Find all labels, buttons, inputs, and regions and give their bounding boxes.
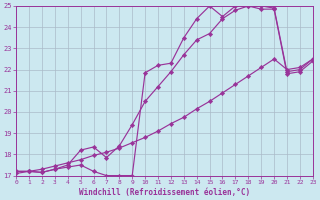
- X-axis label: Windchill (Refroidissement éolien,°C): Windchill (Refroidissement éolien,°C): [79, 188, 250, 197]
